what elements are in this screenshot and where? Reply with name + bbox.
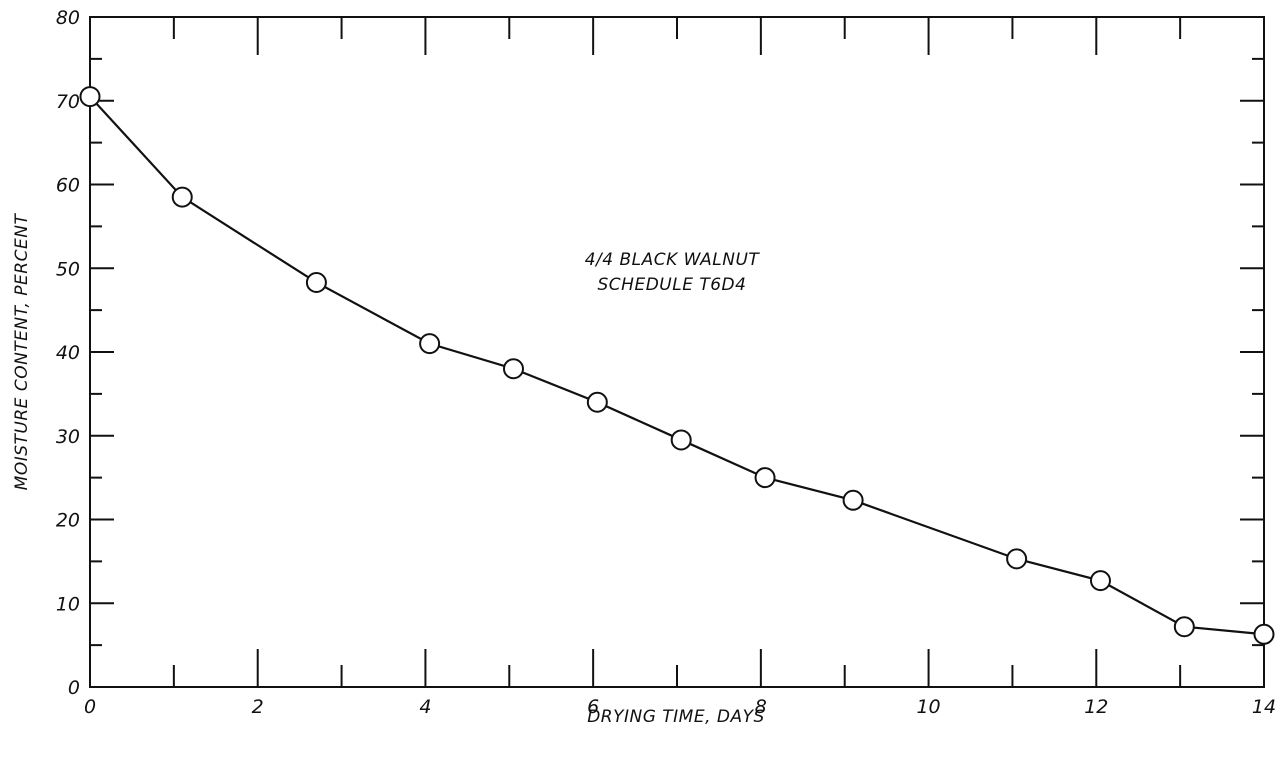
y-tick-label: 30 [56, 426, 80, 448]
data-point [670, 429, 692, 451]
y-axis-label: MOISTURE CONTENT, PERCENT [12, 213, 32, 491]
data-point [1089, 570, 1111, 592]
x-tick-label: 8 [755, 696, 767, 718]
data-markers [79, 86, 1275, 645]
y-tick-label: 60 [56, 175, 80, 197]
y-tick-labels: 0 10 20 30 40 50 60 70 80 [56, 7, 80, 699]
plot-border [89, 16, 1265, 688]
y-tick-label: 70 [56, 91, 80, 113]
x-tick-label: 2 [252, 696, 264, 718]
data-point [754, 467, 776, 489]
data-point [305, 271, 327, 293]
x-axis-label: DRYING TIME, DAYS [587, 707, 765, 727]
series-line [89, 95, 1265, 636]
y-tick-label: 50 [56, 258, 80, 280]
x-tick-label: 10 [916, 696, 940, 718]
data-point [79, 86, 101, 108]
x-tick-label: 14 [1252, 696, 1276, 718]
data-series [89, 95, 1265, 636]
x-tick-label: 0 [84, 696, 96, 718]
data-point [1253, 623, 1275, 645]
y-tick-label: 0 [68, 677, 80, 699]
data-point [842, 489, 864, 511]
data-point [586, 391, 608, 413]
x-tick-label: 6 [587, 696, 599, 718]
y-tick-label: 20 [56, 510, 80, 532]
data-point [1173, 616, 1195, 638]
y-tick-label: 40 [56, 342, 80, 364]
x-tick-labels: 0 2 4 6 8 10 12 14 [84, 696, 1276, 718]
annotation-line-1: 4/4 BLACK WALNUT [585, 250, 761, 270]
x-tick-label: 4 [419, 696, 431, 718]
annotation-line-2: SCHEDULE T6D4 [598, 275, 747, 295]
data-point [171, 186, 193, 208]
y-tick-label: 80 [56, 7, 80, 29]
x-tick-label: 12 [1084, 696, 1108, 718]
data-point [502, 358, 524, 380]
axis-ticks [90, 17, 1264, 687]
data-point [419, 333, 441, 355]
y-tick-label: 10 [56, 593, 80, 615]
data-point [1006, 548, 1028, 570]
plot-frame [89, 16, 1265, 688]
